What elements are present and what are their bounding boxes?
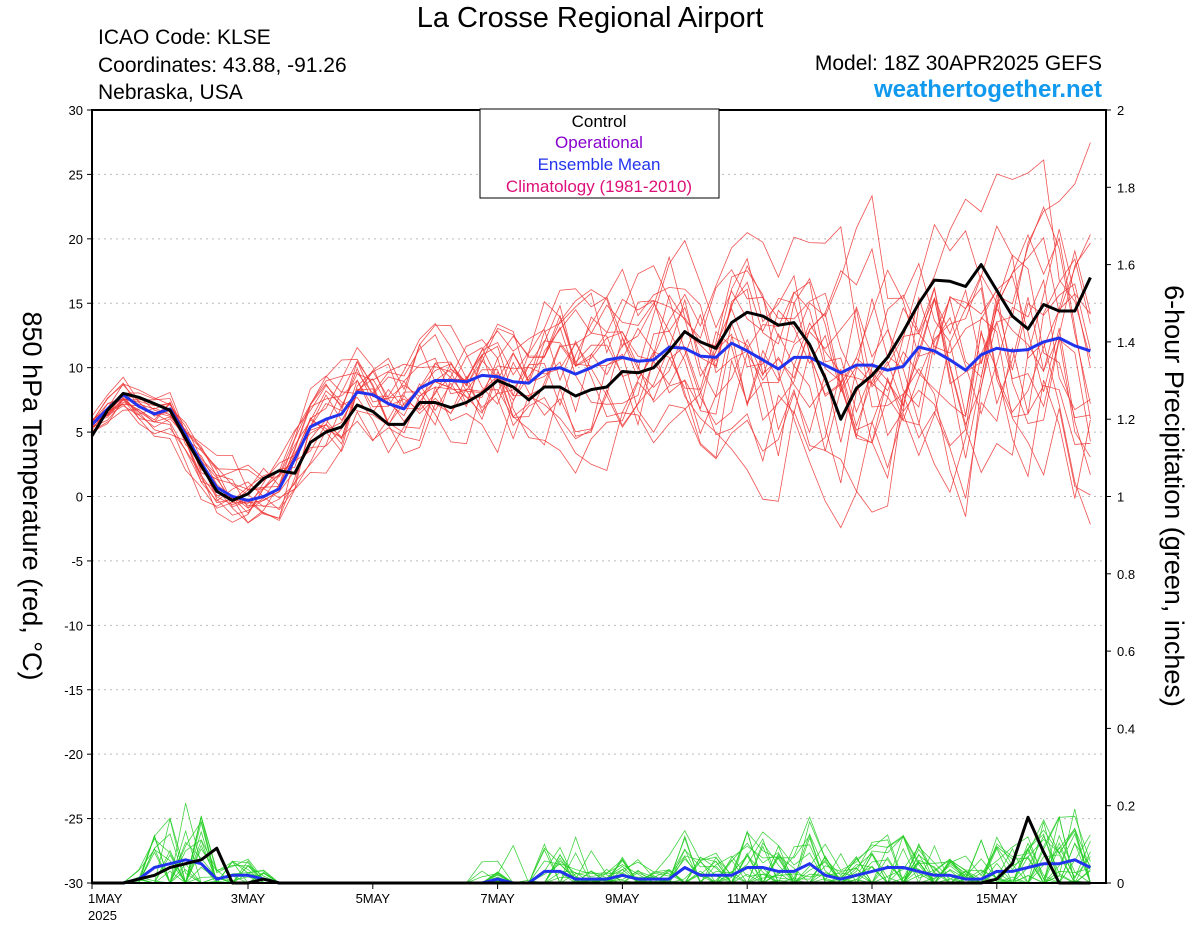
x-tick-year: 2025 [88,908,117,923]
left-tick-label: -20 [64,747,83,762]
right-tick-label: 1.6 [1117,258,1135,273]
right-tick-label: 0.2 [1117,799,1135,814]
right-axis-ticks: 0 0.2 0.4 0.6 0.8 1 1.2 1.4 1.6 1.8 2 [1106,103,1135,891]
right-tick-label: 0 [1117,876,1124,891]
x-tick-label: 13MAY [851,891,893,906]
x-tick-label: 7MAY [480,891,515,906]
left-tick-label: 10 [69,361,83,376]
precip-member-lines [92,803,1091,885]
temperature-member-line [91,225,1091,502]
right-axis-label: 6-hour Precipitation (green, inches) [1159,285,1189,707]
temperature-member-line [91,281,1091,496]
left-tick-label: -5 [71,554,83,569]
right-tick-label: 1 [1117,490,1124,505]
location: Nebraska, USA [98,81,243,104]
temperature-member-line [91,289,1091,479]
left-tick-label: -30 [64,876,83,891]
temperature-member-line [91,258,1091,529]
temperature-member-line [91,233,1091,519]
left-tick-label: 30 [69,103,83,118]
temperature-member-line [91,159,1091,509]
right-tick-label: 1.4 [1117,335,1135,350]
x-tick-label: 5MAY [356,891,391,906]
left-tick-label: -25 [64,812,83,827]
x-tick-label: 1MAY [88,891,123,906]
ensemble-mean-precip-line [92,858,1092,885]
left-axis-ticks: -30 -25 -20 -15 -10 -5 0 5 10 15 20 25 30 [64,103,92,891]
legend-climatology: Climatology (1981-2010) [506,177,692,196]
left-tick-label: 20 [69,232,83,247]
legend: Control Operational Ensemble Mean Climat… [479,108,720,199]
legend-operational: Operational [555,133,643,152]
ensemble-mean-temperature-line [90,336,1091,502]
temperature-member-line [91,223,1091,504]
left-tick-label: 5 [76,425,83,440]
left-tick-label: 15 [69,296,83,311]
temperature-member-line [91,265,1091,524]
legend-ensemble-mean: Ensemble Mean [538,155,661,174]
page-title: La Crosse Regional Airport [416,2,764,34]
temperature-member-line [91,194,1091,511]
temperature-member-lines [91,142,1091,529]
temperature-member-line [91,249,1091,513]
x-axis-ticks: 1MAY 2025 3MAY 5MAY 7MAY 9MAY 11MAY 13MAY 15MAY [88,883,1018,923]
temperature-member-line [91,269,1091,490]
temperature-member-line [91,242,1091,492]
temperature-member-line [91,224,1091,525]
x-tick-label: 15MAY [976,891,1018,906]
right-tick-label: 2 [1117,103,1124,118]
model-run: Model: 18Z 30APR2025 GEFS [814,52,1102,75]
right-tick-label: 0.6 [1117,644,1135,659]
left-tick-label: -15 [64,683,83,698]
right-tick-label: 1.8 [1117,180,1135,195]
right-tick-label: 0.4 [1117,721,1135,736]
temperature-member-line [91,205,1091,514]
right-tick-label: 1.2 [1117,412,1135,427]
temperature-member-line [91,229,1091,509]
site-link[interactable]: weathertogether.net [873,76,1102,103]
coordinates: Coordinates: 43.88, -91.26 [98,54,347,77]
left-tick-label: 0 [76,490,83,505]
x-tick-label: 9MAY [605,891,640,906]
temperature-member-line [91,234,1091,509]
x-tick-label: 11MAY [727,891,768,906]
temperature-member-line [91,275,1091,509]
legend-control: Control [572,112,627,131]
icao-code: ICAO Code: KLSE [98,26,271,49]
control-temperature-line [90,263,1092,502]
temperature-member-line [91,239,1091,524]
right-tick-label: 0.8 [1117,567,1135,582]
left-tick-label: -10 [64,618,83,633]
left-axis-label: 850 hPa Temperature (red, °C) [17,312,47,681]
x-tick-label: 3MAY [231,891,266,906]
left-tick-label: 25 [69,167,83,182]
legend-box [479,108,720,199]
